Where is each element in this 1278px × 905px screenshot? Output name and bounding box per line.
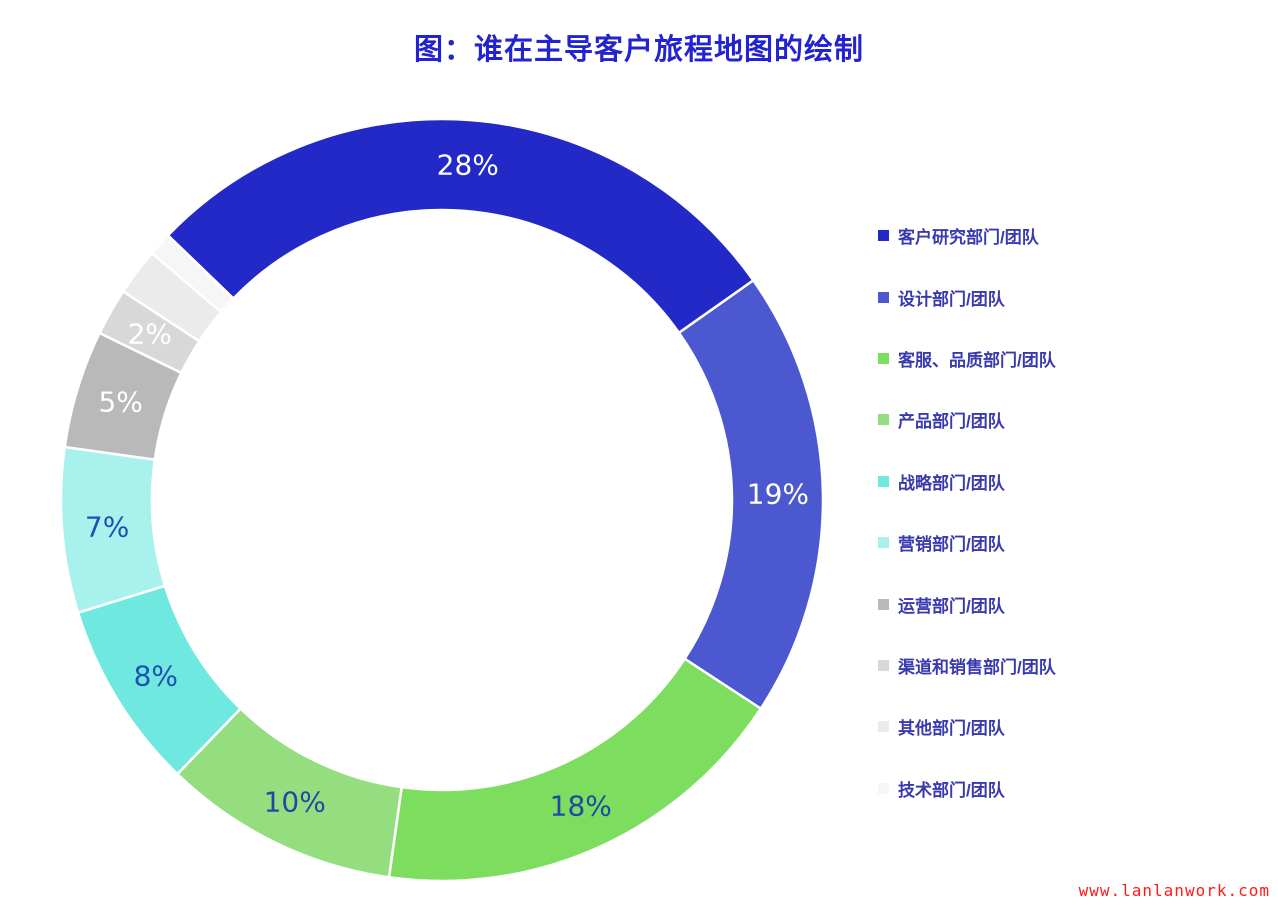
legend-item-5: 营销部门/团队 [878,512,1056,573]
slice-percent-label: 10% [264,786,326,819]
legend-item-label: 营销部门/团队 [898,535,1005,555]
legend-item-0: 客户研究部门/团队 [878,205,1056,266]
legend-swatch-icon [878,475,889,487]
slice-percent-label: 2% [128,318,172,351]
legend-item-1: 设计部门/团队 [878,266,1056,327]
legend-item-4: 战略部门/团队 [878,451,1056,512]
legend-swatch-icon [878,782,889,794]
slice-percent-label: 8% [134,660,178,693]
donut-chart-container: 28% 19% 18% 10% 8% 7% 5% 2% [37,95,847,905]
legend-item-label: 客服、品质部门/团队 [898,350,1056,370]
legend-swatch-icon [878,537,889,549]
page-title: 图：谁在主导客户旅程地图的绘制 [413,34,864,66]
slice-percent-label: 19% [747,478,809,511]
donut-slice-9 [150,234,235,314]
legend-item-9: 技术部门/团队 [878,758,1056,819]
donut-chart: 28% 19% 18% 10% 8% 7% 5% 2% [59,117,825,883]
legend-item-label: 产品部门/团队 [898,412,1005,432]
legend-item-label: 战略部门/团队 [898,473,1005,493]
legend-swatch-icon [878,230,889,242]
legend-item-label: 渠道和销售部门/团队 [898,657,1056,677]
legend-item-label: 设计部门/团队 [898,289,1005,309]
legend-item-label: 技术部门/团队 [898,780,1005,800]
slice-percent-label: 7% [85,510,129,543]
legend-swatch-icon [878,721,889,733]
legend-swatch-icon [878,414,889,426]
watermark: www.lanlanwork.com [1078,881,1270,900]
legend-item-label: 其他部门/团队 [898,719,1005,739]
donut-slice-2 [387,657,763,883]
legend-item-2: 客服、品质部门/团队 [878,328,1056,389]
legend-item-3: 产品部门/团队 [878,389,1056,450]
slice-percent-label: 18% [550,790,612,823]
legend-swatch-icon [878,352,889,364]
slice-percent-label: 28% [437,149,499,182]
donut-slice-0 [166,117,755,335]
legend-item-label: 运营部门/团队 [898,596,1005,616]
legend: 客户研究部门/团队 设计部门/团队客服、品质部门/团队 产品部门/团队 战略部门/团队… [878,205,1056,819]
legend-item-7: 渠道和销售部门/团队 [878,635,1056,696]
legend-swatch-icon [878,659,889,671]
legend-item-label: 客户研究部门/团队 [898,228,1039,248]
legend-swatch-icon [878,291,889,303]
slice-percent-label: 5% [98,385,142,418]
legend-item-8: 其他部门/团队 [878,696,1056,757]
legend-swatch-icon [878,598,889,610]
legend-item-6: 运营部门/团队 [878,573,1056,634]
